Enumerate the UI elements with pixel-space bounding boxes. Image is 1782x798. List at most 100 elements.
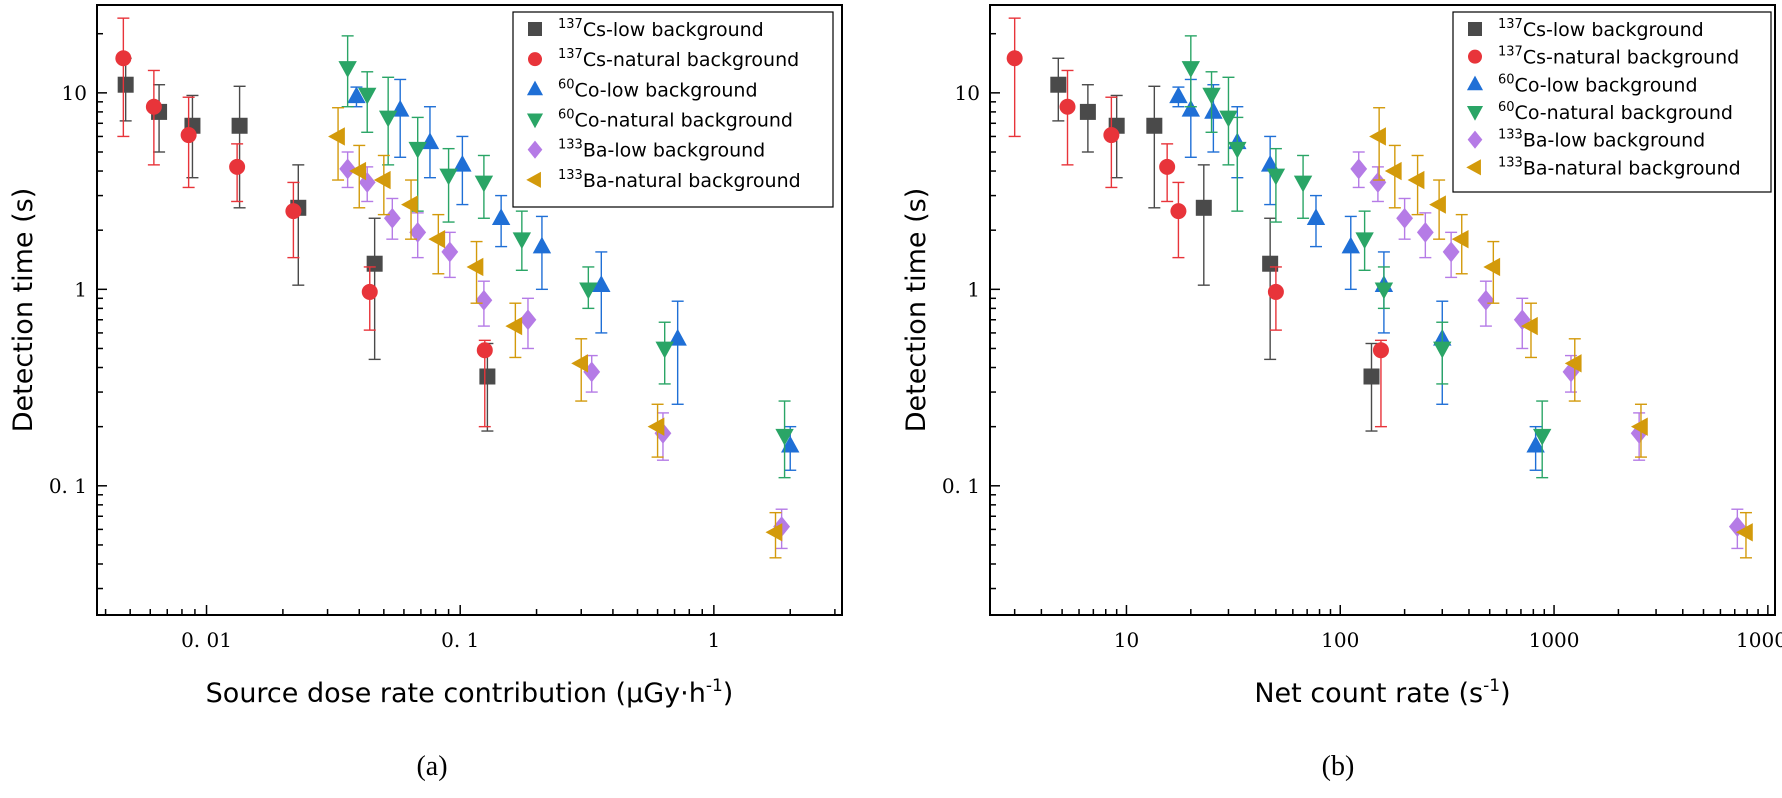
error-bar: [1373, 107, 1386, 181]
error-bar: [595, 251, 608, 334]
data-point-triangle-down: [775, 428, 794, 446]
error-bar: [1388, 144, 1401, 209]
data-point-diamond: [1728, 516, 1746, 537]
data-point-triangle-up: [491, 208, 511, 226]
data-point-triangle-down: [358, 87, 377, 105]
series-cs_low: [1050, 57, 1380, 432]
legend-marker-triangle-left: [526, 171, 541, 188]
series-ba_nat: [1369, 107, 1753, 559]
data-point-triangle-left: [349, 161, 367, 181]
data-point-triangle-up: [420, 132, 440, 150]
data-point-triangle-down: [579, 282, 598, 300]
data-point-square: [1262, 255, 1279, 272]
data-point-circle: [285, 203, 302, 220]
y-tick-label: 10: [62, 81, 87, 105]
legend-label: Co-natural background: [1515, 102, 1733, 124]
error-bar: [287, 181, 300, 259]
data-point-diamond: [383, 207, 401, 229]
data-point-triangle-left: [401, 195, 418, 214]
data-point-circle: [115, 50, 132, 67]
series-cs_nat: [115, 17, 493, 428]
y-axis-label: Detection time (s): [8, 188, 39, 432]
x-axis-label-main: Net count rate (s: [1254, 678, 1483, 709]
data-point-triangle-down: [1532, 428, 1552, 446]
data-point-square: [1195, 199, 1212, 216]
series-co_nat: [1181, 35, 1552, 479]
legend-isotope-mass: 137: [558, 47, 583, 62]
legend-isotope-mass: 137: [558, 17, 583, 32]
data-point-triangle-up: [592, 275, 611, 292]
chart-panel-a: 0. 01 0. 1 1 0. 1 1 10 Source dose rate contri…: [8, 4, 843, 782]
data-point-triangle-left: [765, 523, 783, 542]
legend-label: Ba-low background: [583, 140, 765, 162]
data-point-diamond: [1630, 422, 1648, 444]
error-bar: [1231, 116, 1244, 212]
legend-isotope-mass: 137: [1498, 17, 1523, 32]
series-ba_low: [339, 151, 791, 550]
legend-isotope-mass: 60: [558, 108, 575, 123]
data-point-diamond: [1513, 309, 1531, 331]
data-point-circle: [361, 283, 378, 300]
error-bar: [1008, 17, 1021, 138]
legend-marker-diamond: [527, 140, 543, 159]
legend-marker-triangle-left: [1466, 159, 1481, 176]
data-point-square: [1363, 368, 1380, 385]
series-cs_nat: [1006, 17, 1389, 428]
legend-marker-circle: [528, 52, 542, 67]
error-bar: [1568, 338, 1581, 402]
error-bar: [1365, 342, 1378, 432]
data-point-diamond: [1477, 289, 1495, 311]
legend-isotope-mass: 137: [1498, 45, 1523, 60]
error-bar: [1172, 181, 1185, 259]
error-bar: [233, 85, 246, 209]
legend-entry: 137Cs-low background: [558, 17, 764, 41]
data-point-square: [231, 117, 248, 134]
data-point-triangle-up: [1306, 208, 1326, 226]
data-point-triangle-left: [571, 354, 589, 373]
legend-label: Cs-natural background: [1523, 47, 1739, 69]
legend-isotope-mass: 60: [1498, 100, 1515, 115]
data-point-triangle-up: [1169, 86, 1188, 104]
legend-marker-triangle-up: [1466, 75, 1484, 91]
legend-entry: 60Co-natural background: [558, 108, 793, 132]
legend-isotope-mass: 60: [558, 77, 575, 92]
data-point-diamond: [441, 241, 459, 263]
data-point-triangle-down: [1374, 282, 1394, 300]
data-point-triangle-down: [1219, 110, 1238, 128]
data-point-triangle-left: [1564, 354, 1582, 373]
data-point-diamond: [1442, 241, 1460, 263]
data-point-triangle-left: [1407, 170, 1425, 190]
data-point-triangle-left: [1630, 417, 1648, 436]
data-point-square: [366, 255, 383, 272]
data-point-triangle-up: [1341, 236, 1360, 254]
data-point-triangle-down: [1181, 61, 1201, 78]
data-point-triangle-down: [378, 110, 398, 128]
data-point-circle: [145, 98, 162, 115]
data-point-square: [1146, 117, 1163, 134]
data-point-triangle-down: [439, 168, 458, 186]
data-point-triangle-up: [668, 328, 687, 346]
x-tick-label: 100: [1321, 628, 1359, 652]
legend-marker-square: [1468, 22, 1482, 36]
data-point-diamond: [409, 221, 427, 243]
error-bar: [292, 164, 305, 286]
panel-caption: (a): [416, 751, 447, 782]
data-point-triangle-down: [1202, 87, 1221, 105]
legend-label: Co-low background: [575, 79, 758, 101]
data-point-triangle-down: [1293, 175, 1313, 193]
data-point-triangle-left: [428, 229, 446, 249]
data-point-triangle-up: [1260, 154, 1280, 172]
data-point-triangle-down: [338, 61, 357, 78]
panel-caption: (b): [1322, 751, 1355, 782]
data-point-triangle-up: [1204, 101, 1223, 119]
data-point-triangle-left: [505, 316, 523, 336]
legend-entry: 137Cs-natural background: [1498, 45, 1739, 69]
data-point-triangle-up: [1181, 99, 1201, 117]
y-tick-label: 1: [74, 277, 87, 301]
data-point-triangle-down: [408, 141, 427, 159]
error-bar: [394, 78, 407, 158]
legend-box: [1452, 11, 1772, 193]
